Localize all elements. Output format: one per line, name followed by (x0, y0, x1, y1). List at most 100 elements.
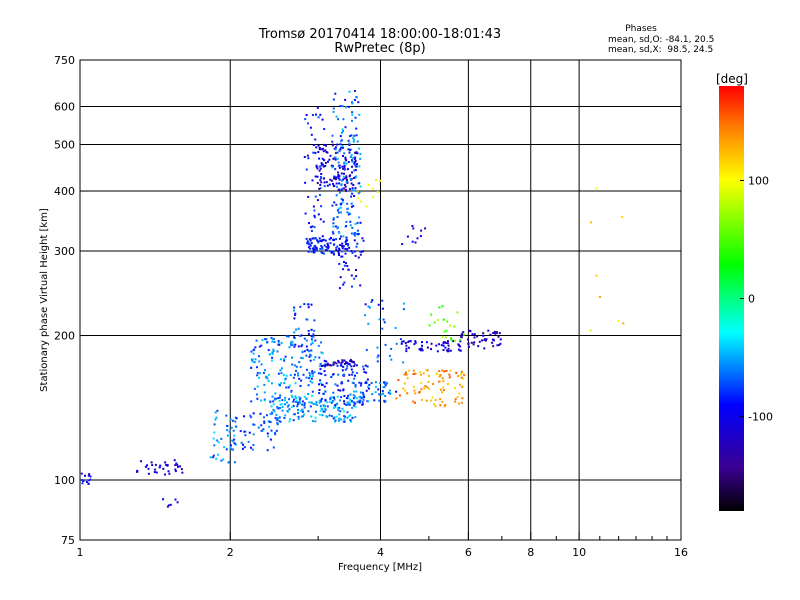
data-point (438, 370, 441, 372)
data-point (333, 405, 336, 408)
data-point (168, 472, 171, 475)
data-point (310, 343, 313, 346)
data-point (346, 202, 349, 205)
data-point (361, 401, 364, 404)
data-point (343, 177, 346, 180)
data-point (299, 305, 302, 308)
data-point (382, 386, 385, 389)
data-point (377, 354, 380, 357)
data-point (322, 410, 325, 413)
data-point (280, 403, 283, 406)
data-point (347, 397, 350, 400)
data-point (262, 428, 265, 431)
data-point (421, 344, 423, 347)
data-point (340, 140, 343, 143)
data-point (336, 395, 339, 398)
data-point (360, 397, 363, 400)
data-point (430, 348, 432, 351)
data-point (342, 410, 345, 413)
data-point (167, 504, 170, 507)
data-point (309, 359, 312, 362)
data-point (279, 403, 282, 406)
data-point (322, 147, 325, 150)
data-point (426, 369, 429, 372)
data-point (346, 249, 349, 252)
data-point (345, 243, 348, 246)
data-point (435, 344, 438, 347)
data-point (315, 166, 318, 168)
data-point (499, 342, 502, 345)
data-point (380, 393, 383, 396)
data-point (159, 464, 162, 467)
data-point (337, 252, 340, 255)
data-point (325, 360, 328, 363)
data-point (332, 251, 335, 254)
data-point (320, 245, 323, 247)
data-point (345, 225, 348, 228)
data-point (318, 169, 321, 172)
data-point (277, 372, 280, 375)
data-point (265, 414, 268, 417)
data-point (494, 331, 497, 334)
data-point (343, 161, 346, 164)
data-point (291, 363, 294, 366)
data-point (277, 341, 280, 344)
data-point (164, 473, 166, 476)
data-point (357, 101, 360, 104)
data-point (323, 370, 326, 373)
data-point (349, 419, 352, 422)
data-point (311, 114, 314, 116)
data-point (356, 152, 359, 155)
data-point (287, 386, 290, 389)
data-point (280, 382, 283, 385)
data-point (303, 303, 306, 306)
data-point (174, 468, 177, 471)
data-point (371, 299, 374, 302)
data-point (336, 402, 339, 405)
data-point (252, 444, 255, 446)
data-point (232, 448, 234, 451)
data-point (312, 333, 315, 336)
data-point (349, 178, 352, 181)
data-point (330, 401, 333, 404)
data-point (233, 438, 236, 441)
data-point (300, 379, 303, 382)
data-point (306, 348, 309, 351)
data-point (212, 454, 215, 457)
data-point (416, 237, 419, 240)
data-point (269, 353, 271, 356)
data-point (272, 446, 275, 449)
data-point (292, 400, 295, 403)
data-point (383, 386, 386, 389)
data-point (319, 187, 322, 190)
data-point (348, 403, 351, 406)
data-point (444, 404, 447, 406)
data-point (349, 398, 352, 401)
data-point (449, 369, 452, 372)
data-point (276, 419, 279, 422)
data-point (283, 399, 286, 402)
data-point (460, 336, 463, 339)
data-point (376, 360, 379, 363)
data-point (340, 146, 342, 149)
data-point (269, 412, 272, 415)
data-point (298, 377, 301, 380)
data-point (458, 402, 460, 405)
data-point (345, 397, 348, 400)
data-point (312, 403, 315, 405)
data-point (233, 442, 236, 445)
data-point (344, 156, 347, 159)
data-point (341, 255, 344, 258)
data-point (335, 203, 338, 206)
data-point (337, 118, 340, 121)
data-point (375, 385, 377, 388)
data-point (498, 332, 501, 335)
data-point (338, 406, 341, 409)
data-point (356, 163, 358, 166)
data-point (346, 211, 349, 214)
data-point (349, 135, 351, 138)
data-point (363, 396, 366, 399)
data-point (336, 157, 339, 160)
data-point (408, 369, 411, 372)
